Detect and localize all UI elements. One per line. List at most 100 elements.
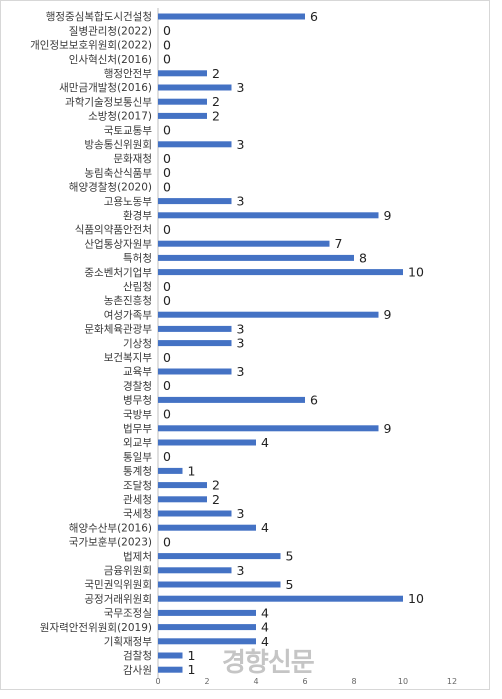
data-label: 0: [163, 151, 171, 166]
data-label: 2: [212, 66, 220, 81]
bar: [158, 212, 379, 219]
data-label: 0: [163, 293, 171, 308]
data-label: 10: [408, 265, 424, 280]
category-label: 행정중심복합도시건설청: [46, 11, 152, 23]
data-label: 1: [188, 648, 196, 663]
data-label: 9: [384, 208, 392, 223]
category-label: 감사원: [123, 664, 152, 676]
data-label: 0: [163, 350, 171, 365]
category-label: 국무조정실: [104, 608, 152, 620]
x-tick-label: 12: [447, 677, 457, 686]
bar: [158, 439, 256, 446]
category-label: 기상청: [123, 338, 152, 350]
x-tick-label: 2: [204, 677, 209, 686]
data-label: 1: [188, 463, 196, 478]
data-label: 3: [237, 321, 245, 336]
data-label: 2: [212, 108, 220, 123]
category-label: 통일부: [123, 450, 152, 463]
data-label: 3: [237, 563, 245, 578]
category-label: 외교부: [123, 437, 152, 449]
category-label: 방송통신위원회: [84, 138, 152, 151]
data-label: 0: [163, 449, 171, 464]
data-label: 4: [261, 620, 269, 635]
category-label: 병무청: [123, 395, 152, 407]
category-label: 문화재청: [113, 153, 152, 165]
bar: [158, 425, 379, 432]
bar: [158, 112, 207, 119]
data-label: 2: [212, 94, 220, 109]
data-label: 4: [261, 520, 269, 535]
category-label: 관세청: [123, 494, 152, 506]
data-label: 4: [261, 435, 269, 450]
category-label: 원자력안전위원회(2019): [40, 621, 152, 634]
data-label: 0: [163, 378, 171, 393]
category-label: 해양수산부(2016): [69, 521, 152, 534]
bar: [158, 254, 354, 261]
bar: [158, 609, 256, 616]
bar: [158, 311, 379, 318]
data-label: 9: [384, 307, 392, 322]
data-label: 8: [359, 250, 367, 265]
bar: [158, 98, 207, 105]
bar: [158, 325, 232, 332]
bar: [158, 666, 183, 673]
category-label: 통계청: [123, 466, 152, 478]
data-label: 7: [335, 236, 343, 251]
data-label: 3: [237, 364, 245, 379]
data-label: 10: [408, 591, 424, 606]
data-label: 3: [237, 194, 245, 209]
data-label: 0: [163, 534, 171, 549]
data-label: 3: [237, 336, 245, 351]
bar: [158, 482, 207, 489]
data-label: 4: [261, 634, 269, 649]
bar: [158, 396, 305, 403]
category-label: 교육부: [123, 366, 152, 378]
category-label: 법무부: [123, 423, 152, 435]
data-label: 0: [163, 222, 171, 237]
bar: [158, 624, 256, 631]
category-label: 새만금개발청(2016): [59, 82, 152, 94]
category-label: 농촌진흥청: [104, 294, 152, 307]
category-label: 해양경찰청(2020): [69, 181, 152, 194]
bar: [158, 340, 232, 347]
bar: [158, 198, 232, 205]
category-label: 개인정보보호위원회(2022): [30, 39, 152, 52]
category-label: 특허청: [123, 253, 152, 265]
data-label: 0: [163, 37, 171, 52]
category-label: 고용노동부: [104, 196, 153, 208]
bar: [158, 652, 183, 659]
data-label: 5: [286, 549, 294, 564]
bar: [158, 524, 256, 531]
category-label: 공정거래위원회: [84, 592, 152, 605]
category-label: 보건복지부: [104, 352, 153, 364]
data-label: 1: [188, 662, 196, 677]
data-label: 3: [237, 506, 245, 521]
category-label: 문화체육관광부: [84, 324, 152, 336]
bar: [158, 84, 232, 91]
data-label: 6: [310, 9, 318, 24]
category-label: 금융위원회: [104, 564, 152, 577]
chart-border: [0, 0, 490, 690]
data-label: 0: [163, 123, 171, 138]
bar: [158, 638, 256, 645]
x-tick-label: 4: [253, 677, 258, 686]
category-label: 기획재정부: [104, 636, 153, 648]
x-tick-label: 0: [155, 677, 160, 686]
data-label: 0: [163, 179, 171, 194]
data-label: 5: [286, 577, 294, 592]
bar: [158, 240, 330, 247]
data-label: 0: [163, 165, 171, 180]
category-label: 경찰청: [123, 379, 152, 392]
category-label: 여성가족부: [104, 309, 153, 321]
category-label: 과학기술정보통신부: [65, 96, 152, 108]
category-label: 농림축산식품부: [84, 167, 152, 179]
category-label: 행정안전부: [104, 68, 153, 80]
bar: [158, 510, 232, 517]
bar: [158, 553, 281, 560]
data-label: 3: [237, 80, 245, 95]
category-label: 검찰청: [123, 650, 152, 662]
bar: [158, 581, 281, 588]
data-label: 2: [212, 478, 220, 493]
data-label: 0: [163, 23, 171, 38]
